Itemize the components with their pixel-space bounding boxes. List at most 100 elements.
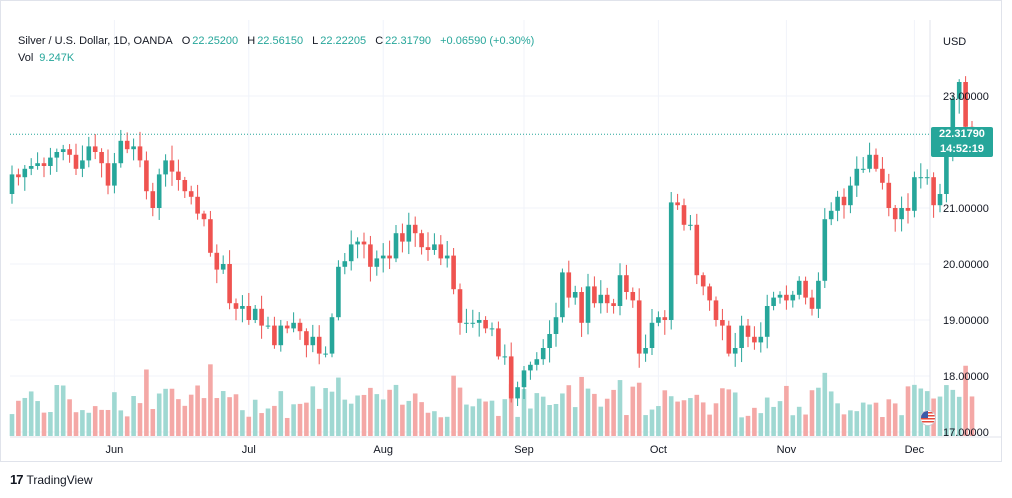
candle-body <box>502 356 508 358</box>
volume-bar <box>553 403 559 436</box>
volume-bar <box>451 375 456 436</box>
volume-bar <box>636 382 642 436</box>
volume-bar <box>848 410 853 436</box>
candle-body <box>22 168 28 178</box>
volume-bar <box>214 398 220 436</box>
volume-bar <box>259 413 264 436</box>
volume-bar <box>860 402 866 436</box>
volume-bar <box>118 410 124 436</box>
volume-bar <box>784 385 789 436</box>
candle-body <box>592 286 597 304</box>
volume-bar <box>508 384 514 436</box>
candle-body <box>860 168 866 170</box>
volume-bar <box>739 417 744 436</box>
volume-bar <box>464 404 469 436</box>
candle-body <box>771 297 776 306</box>
candle-body <box>336 266 341 318</box>
ohlc-legend: Silver / U.S. Dollar, 1D, OANDA O 22.2520… <box>18 35 536 47</box>
candle-body <box>252 308 258 320</box>
volume-bar <box>252 399 258 436</box>
volume-bar <box>348 403 354 436</box>
volume-bar <box>131 396 136 436</box>
price-axis: 23.00000 21.00000 20.00000 19.00000 18.00000… <box>943 91 989 439</box>
candle-body <box>60 149 66 152</box>
candle-body <box>835 196 840 211</box>
volume-bar <box>816 387 821 436</box>
candle-body <box>700 275 706 287</box>
candle-body <box>284 325 290 329</box>
chart-canvas[interactable]: 23.00000 21.00000 20.00000 19.00000 18.00000… <box>0 0 1002 462</box>
footer-branding[interactable]: 17 TradingView <box>10 472 93 487</box>
volume-bar <box>675 401 680 436</box>
volume-bar <box>790 415 796 436</box>
candlesticks <box>9 76 975 407</box>
candle-body <box>873 154 879 169</box>
volume-bar <box>393 384 399 436</box>
candle-body <box>540 348 546 360</box>
candle-body <box>201 213 207 220</box>
volume-bars <box>9 364 975 436</box>
volume-bar <box>144 369 149 436</box>
candle-body <box>470 322 476 324</box>
candle-body <box>105 163 111 186</box>
candle-body <box>80 160 85 169</box>
candle-body <box>758 336 764 343</box>
candle-body <box>387 255 392 259</box>
candle-body <box>169 160 175 172</box>
candle-body <box>508 356 514 399</box>
volume-bar <box>649 409 655 436</box>
candle-body <box>668 202 674 320</box>
volume-bar <box>246 416 252 436</box>
volume-bar <box>400 404 405 436</box>
candle-body <box>457 289 463 323</box>
candle-body <box>323 353 328 355</box>
price-tick-label: 18.00000 <box>943 371 989 383</box>
volume-bar <box>92 406 98 436</box>
candle-body <box>880 168 885 183</box>
candle-body <box>944 152 949 194</box>
high-label: H <box>247 35 256 47</box>
volume-bar <box>662 390 668 436</box>
candle-body <box>681 205 687 225</box>
volume-bar <box>809 390 815 436</box>
candle-body <box>400 233 405 242</box>
candle-body <box>227 264 232 304</box>
volume-bar <box>886 399 892 436</box>
open-value: 22.25200 <box>192 35 239 47</box>
volume-bar <box>28 391 34 436</box>
chart-frame <box>0 0 1002 462</box>
open-label: O <box>181 35 191 47</box>
volume-bar <box>854 411 860 436</box>
candle-body <box>937 194 943 206</box>
candle-body <box>163 160 168 175</box>
volume-bar <box>944 385 949 436</box>
candle-body <box>892 208 898 220</box>
volume-bar <box>611 389 616 436</box>
volume-bar <box>150 409 156 436</box>
price-tick-label: 23.00000 <box>943 91 989 103</box>
volume-bar <box>265 408 271 436</box>
candle-body <box>854 168 860 186</box>
volume-bar <box>905 386 911 436</box>
candle-body <box>656 317 661 323</box>
volume-bar <box>22 397 28 436</box>
candle-body <box>86 146 92 161</box>
candle-body <box>432 244 437 250</box>
volume-bar <box>233 394 239 436</box>
candle-body <box>208 219 213 253</box>
volume-label: Vol <box>18 52 34 64</box>
candle-body <box>553 317 559 334</box>
candle-body <box>579 292 584 323</box>
candle-body <box>662 317 668 320</box>
currency-label: USD <box>943 36 966 48</box>
volume-bar <box>713 403 719 436</box>
candle-body <box>643 348 648 354</box>
volume-bar <box>336 377 341 436</box>
volume-bar <box>444 416 450 436</box>
candle-body <box>9 174 15 194</box>
candle-body <box>73 154 79 169</box>
candle-body <box>720 320 725 326</box>
change-value: +0.06590 (+0.30%) <box>440 35 535 47</box>
volume-bar <box>681 400 687 436</box>
volume-bar <box>579 376 584 436</box>
